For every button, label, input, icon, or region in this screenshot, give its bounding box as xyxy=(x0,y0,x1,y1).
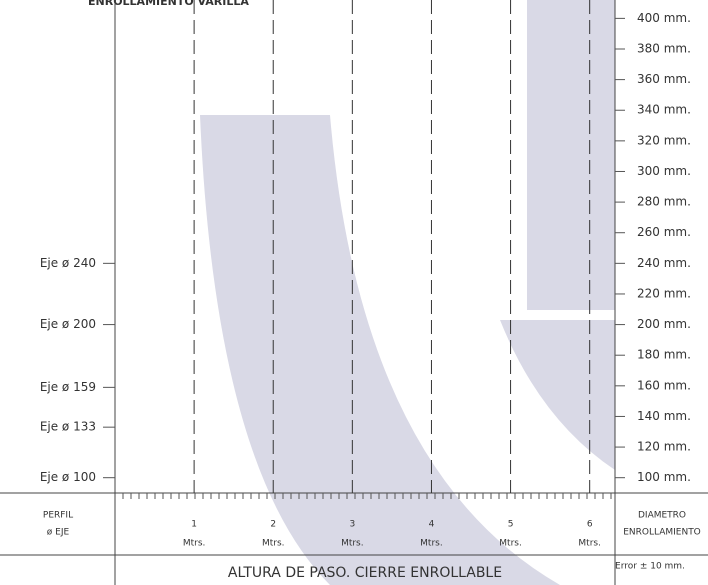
y-tick-label: 380 mm. xyxy=(637,41,691,55)
y-tick-label: 220 mm. xyxy=(637,286,691,300)
x-tick-label: 6 xyxy=(587,520,593,530)
left-header: ø EJE xyxy=(47,528,70,538)
y-tick-label: 240 mm. xyxy=(637,256,691,270)
x-unit: Mtrs. xyxy=(499,539,522,549)
y-tick-label: 400 mm. xyxy=(637,11,691,25)
x-unit: Mtrs. xyxy=(420,539,443,549)
x-unit: Mtrs. xyxy=(578,539,601,549)
series-label: Eje ø 100 xyxy=(40,470,96,484)
series-label: Eje ø 200 xyxy=(40,317,96,331)
series-label: Eje ø 240 xyxy=(40,256,96,270)
x-unit: Mtrs. xyxy=(183,539,206,549)
x-unit: Mtrs. xyxy=(262,539,285,549)
y-tick-label: 320 mm. xyxy=(637,133,691,147)
y-tick-label: 340 mm. xyxy=(637,103,691,117)
x-tick-label: 3 xyxy=(349,520,355,530)
y-tick-label: 120 mm. xyxy=(637,440,691,454)
x-tick-label: 2 xyxy=(270,520,276,530)
x-unit: Mtrs. xyxy=(341,539,364,549)
right-header: DIAMETRO xyxy=(638,511,686,521)
series-label: Eje ø 133 xyxy=(40,420,96,434)
left-header: PERFIL xyxy=(43,511,73,521)
y-tick-label: 260 mm. xyxy=(637,225,691,239)
x-tick-label: 5 xyxy=(508,520,514,530)
y-tick-label: 140 mm. xyxy=(637,409,691,423)
note: Error ± 10 mm. xyxy=(615,562,685,572)
y-tick-label: 300 mm. xyxy=(637,164,691,178)
y-tick-label: 100 mm. xyxy=(637,470,691,484)
y-tick-label: 280 mm. xyxy=(637,195,691,209)
x-axis-label: ALTURA DE PASO. CIERRE ENROLLABLE xyxy=(228,565,502,581)
chart-title: ENROLLAMIENTO VARILLA xyxy=(88,0,249,8)
y-tick-label: 360 mm. xyxy=(637,72,691,86)
y-tick-label: 160 mm. xyxy=(637,378,691,392)
x-tick-label: 1 xyxy=(191,520,197,530)
watermark xyxy=(200,0,615,585)
y-tick-label: 200 mm. xyxy=(637,317,691,331)
y-tick-label: 180 mm. xyxy=(637,348,691,362)
series-label: Eje ø 159 xyxy=(40,380,96,394)
x-tick-label: 4 xyxy=(429,520,435,530)
right-header: ENROLLAMIENTO xyxy=(623,528,701,538)
